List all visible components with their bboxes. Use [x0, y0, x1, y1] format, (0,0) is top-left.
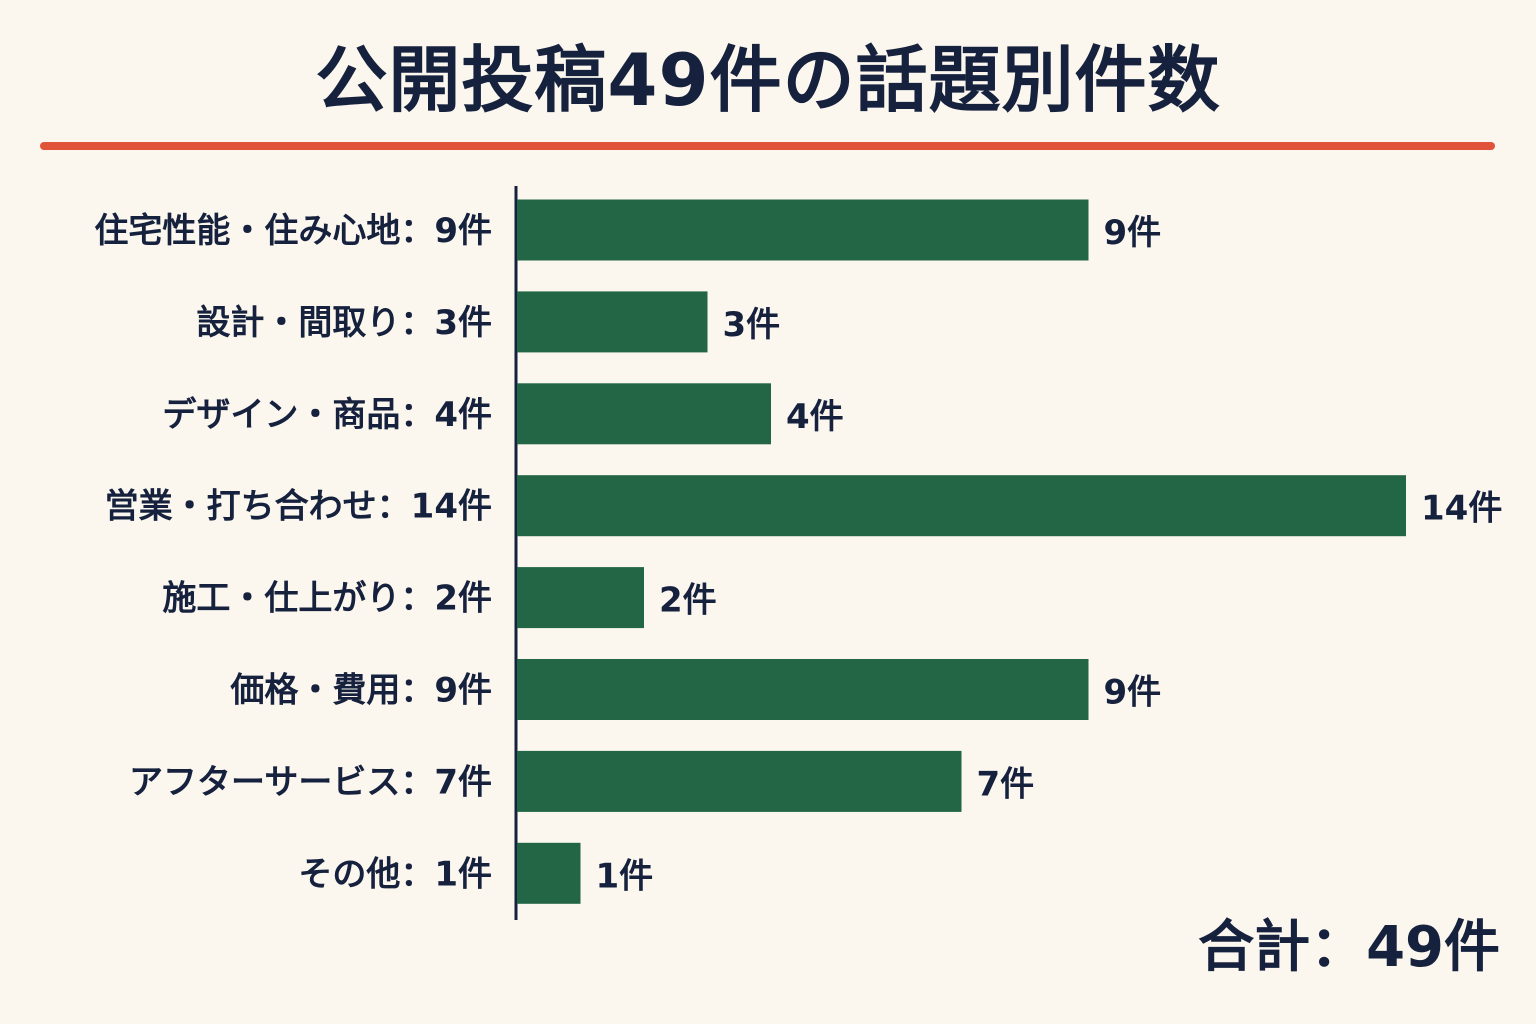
category-label: その他：1件 — [298, 854, 492, 894]
total-count-label: 合計：49件 — [1198, 915, 1500, 980]
bar — [517, 842, 581, 904]
value-label: 1件 — [596, 856, 654, 896]
category-label: 価格・費用：9件 — [229, 671, 492, 711]
value-label: 9件 — [1104, 673, 1162, 713]
chart-title: 公開投稿49件の話題別件数 — [315, 38, 1221, 122]
category-label: 営業・打ち合わせ：14件 — [105, 487, 492, 527]
bar — [517, 291, 708, 353]
bar — [517, 383, 771, 445]
bar — [517, 567, 644, 629]
bar — [517, 475, 1406, 537]
category-label: 住宅性能・住み心地：9件 — [94, 211, 492, 251]
bar — [517, 199, 1089, 261]
value-label: 3件 — [723, 305, 781, 345]
bar — [517, 750, 962, 812]
value-label: 9件 — [1104, 213, 1162, 253]
category-label: デザイン・商品：4件 — [162, 395, 492, 435]
value-label: 7件 — [977, 764, 1035, 804]
value-label: 2件 — [659, 581, 717, 621]
title-underline — [40, 142, 1495, 150]
value-label: 4件 — [786, 397, 844, 437]
category-label: アフターサービス：7件 — [129, 762, 492, 802]
bar — [517, 659, 1089, 720]
category-label: 施工・仕上がり：2件 — [162, 579, 492, 619]
category-label: 設計・間取り：3件 — [196, 303, 492, 343]
value-label: 14件 — [1421, 489, 1502, 529]
